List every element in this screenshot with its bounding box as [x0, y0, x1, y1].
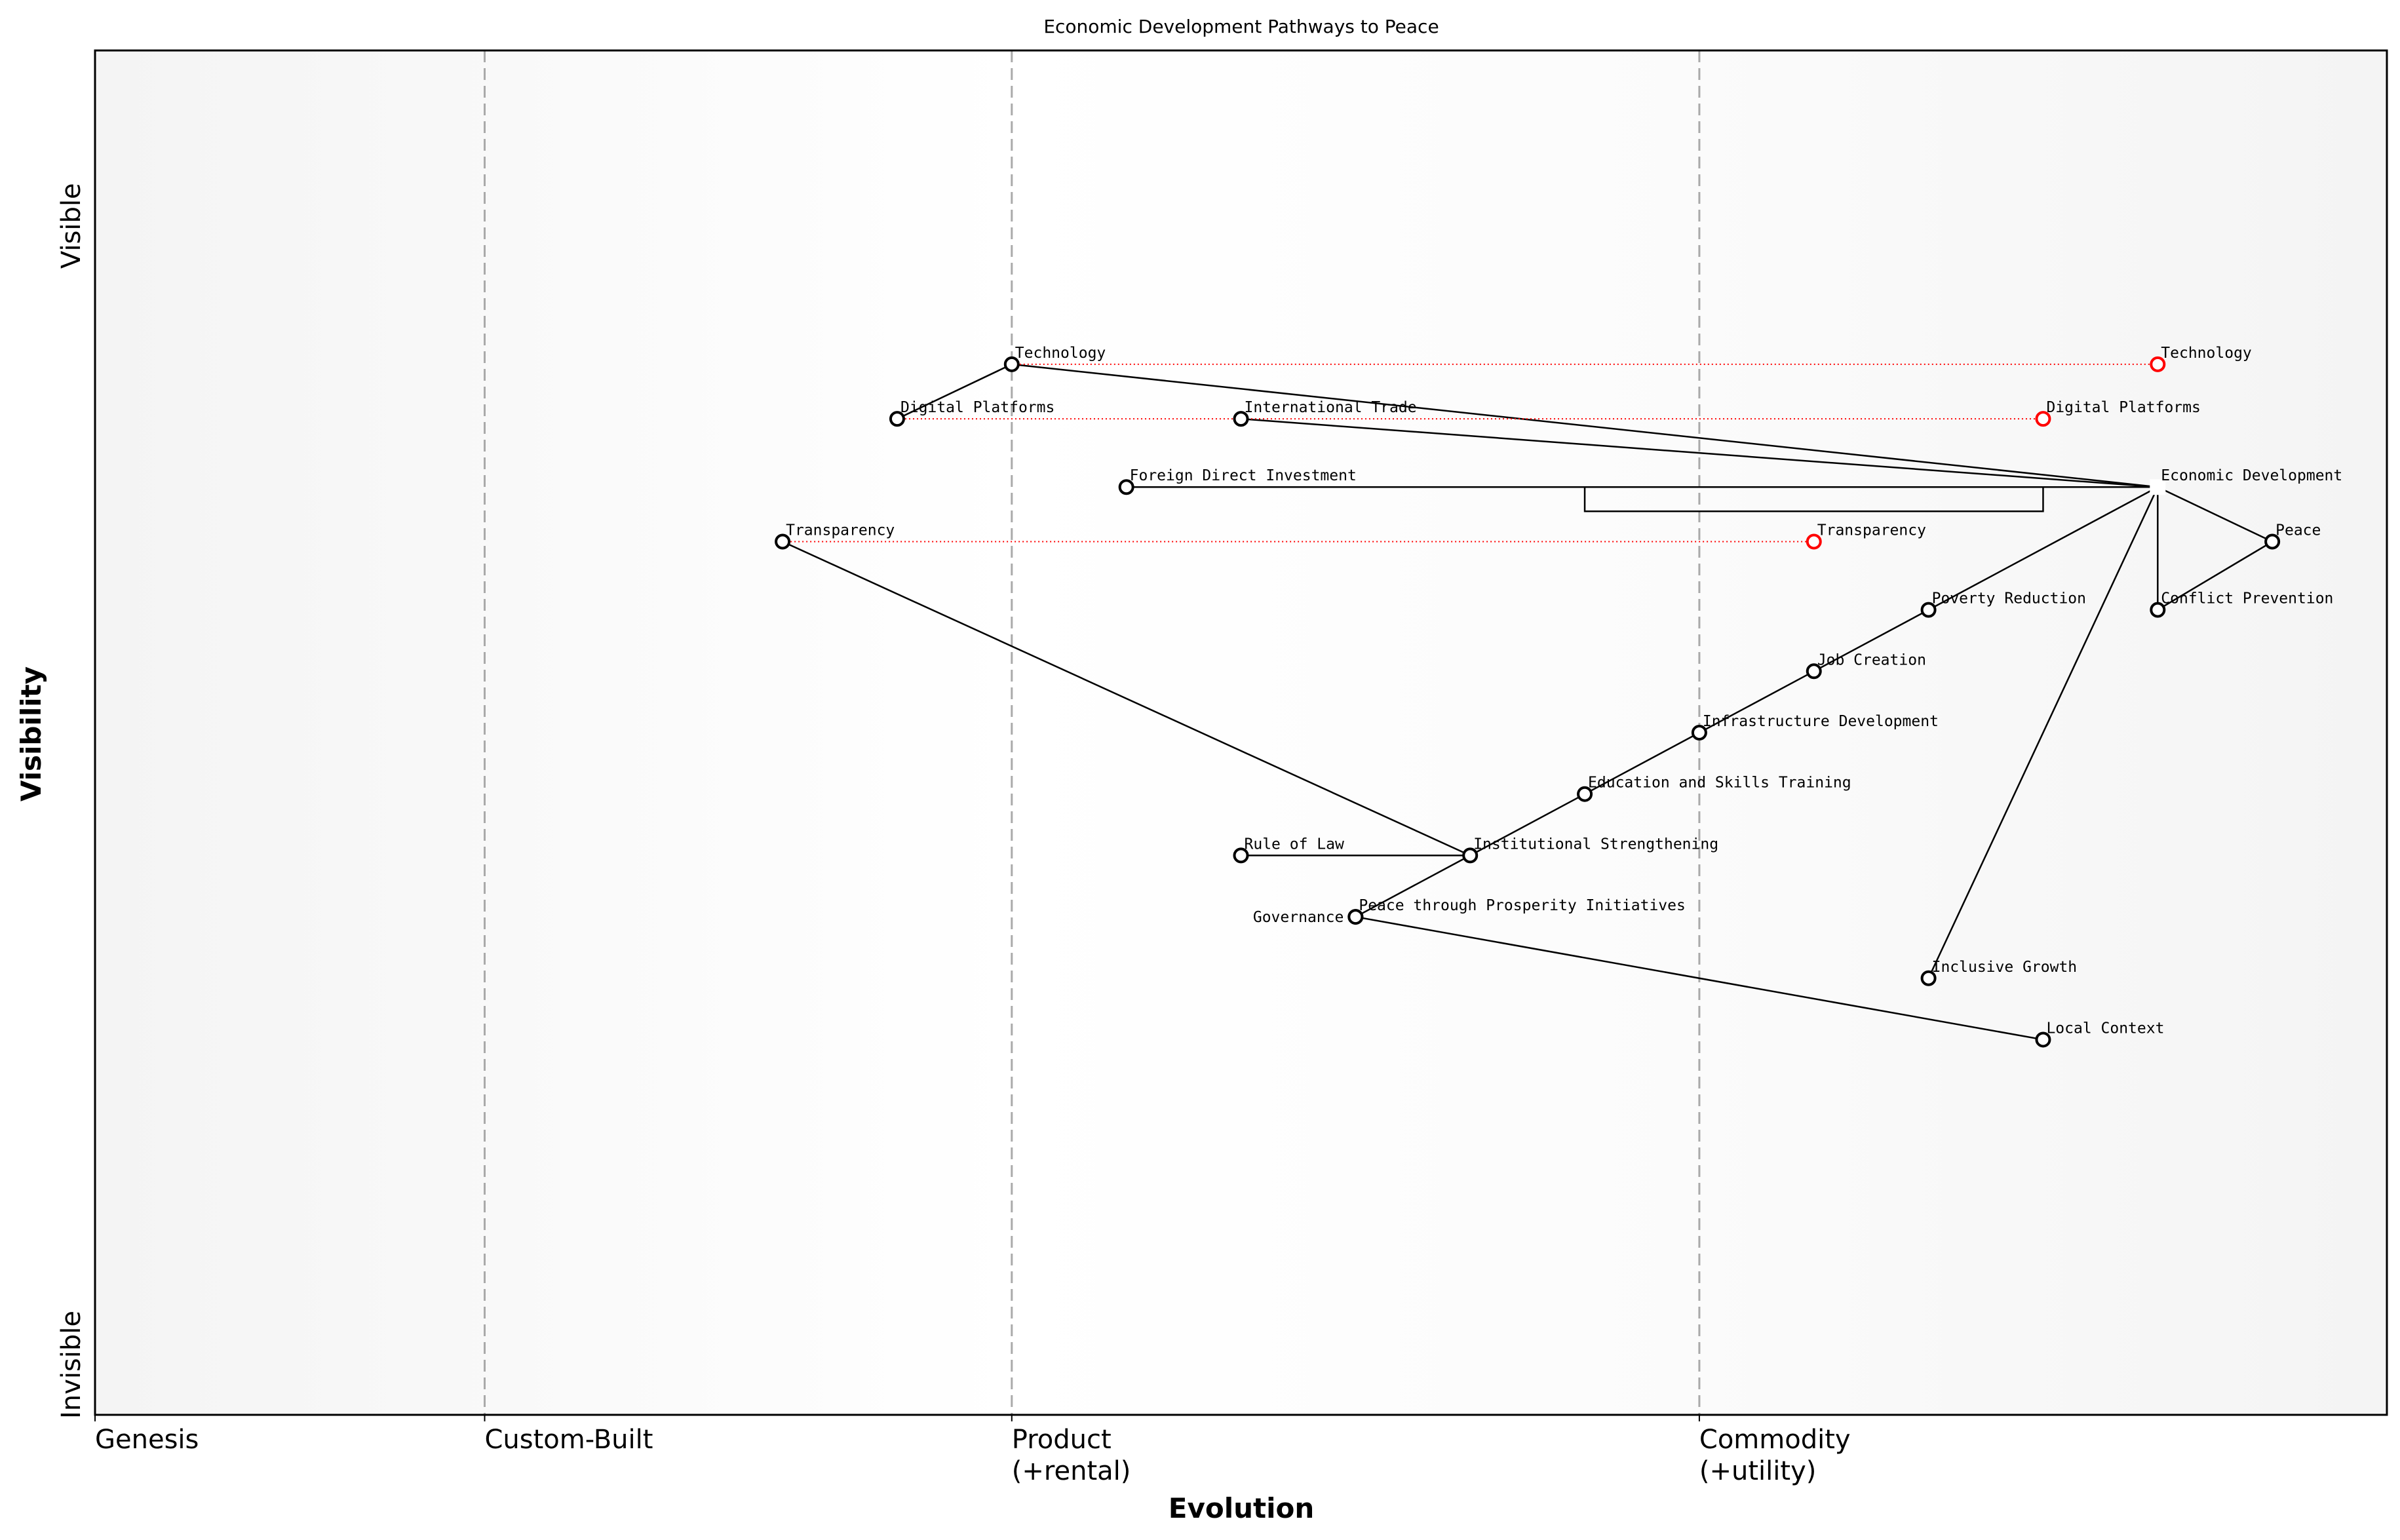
link-governance-local-context — [1355, 915, 2043, 1041]
evolved-label: Technology — [2161, 345, 2251, 362]
node-peace[interactable] — [2264, 533, 2281, 550]
node-institutional[interactable] — [1462, 847, 1479, 864]
link-poverty-reduction-job-creation — [1813, 609, 1929, 672]
node-economic-development[interactable] — [2150, 479, 2166, 495]
component-label: Institutional Strengthening — [1473, 836, 1718, 853]
link-conflict-prevention-peace — [2157, 541, 2273, 611]
y-axis-title: Visibility — [15, 666, 47, 801]
node-technology[interactable] — [1003, 356, 1020, 372]
component-label: Job Creation — [1817, 651, 1926, 668]
link-transparency-institutional — [782, 541, 1471, 857]
node-job-creation[interactable] — [1806, 663, 1822, 680]
stage-label: Product — [1012, 1425, 1112, 1455]
x-axis-title: Evolution — [1169, 1492, 1314, 1524]
node-local-context[interactable] — [2035, 1031, 2051, 1048]
evolved-label: Digital Platforms — [2046, 399, 2200, 416]
stage-sublabel: (+rental) — [1012, 1456, 1131, 1486]
node-infrastructure[interactable] — [1691, 725, 1707, 741]
link-infrastructure-education — [1584, 731, 1700, 795]
component-label: Governance — [1253, 909, 1344, 926]
component-label: Economic Development — [2161, 467, 2342, 484]
component-label: Education and Skills Training — [1588, 775, 1851, 792]
link-technology-digital-platforms — [897, 363, 1013, 420]
component-label: Poverty Reduction — [1932, 590, 2086, 607]
plot-frame — [94, 49, 2388, 1416]
node-digital-platforms[interactable] — [889, 411, 905, 427]
evolved-node-digital-platforms[interactable] — [2035, 411, 2051, 427]
stage-label: Custom-Built — [484, 1425, 653, 1455]
stage-sublabel: (+utility) — [1699, 1456, 1816, 1486]
component-label: Infrastructure Development — [1703, 713, 1939, 730]
component-label: Rule of Law — [1245, 836, 1344, 853]
y-axis-bottom-label: Invisible — [56, 1311, 87, 1419]
component-label: Peace through Prosperity Initiatives — [1359, 897, 1686, 914]
node-inclusive-growth[interactable] — [1920, 970, 1937, 986]
link-economic-development-inclusive-growth — [1927, 486, 2159, 979]
node-fdi[interactable] — [1118, 479, 1134, 495]
link-education-institutional — [1469, 793, 1585, 857]
plot-background — [95, 50, 2387, 1415]
component-label: Local Context — [2046, 1020, 2164, 1037]
node-education[interactable] — [1577, 786, 1593, 802]
y-axis-top-label: Visible — [56, 183, 87, 269]
component-label: Conflict Prevention — [2161, 590, 2333, 607]
stage-label: Genesis — [95, 1425, 199, 1455]
link-technology-economic-development — [1011, 363, 2158, 488]
node-poverty-reduction[interactable] — [1920, 602, 1937, 618]
component-label: International Trade — [1245, 399, 1417, 416]
node-peace-through-prosperity[interactable] — [1347, 909, 1364, 925]
component-label: Digital Platforms — [900, 399, 1055, 416]
component-label: Inclusive Growth — [1932, 959, 2078, 976]
component-label: Transparency — [786, 522, 895, 539]
node-international-trade[interactable] — [1233, 411, 1249, 427]
component-label: Technology — [1015, 345, 1106, 362]
node-conflict-prevention[interactable] — [2150, 602, 2166, 618]
node-rule-of-law[interactable] — [1233, 847, 1249, 864]
evolved-label: Transparency — [1817, 522, 1926, 539]
link-job-creation-infrastructure — [1699, 670, 1815, 734]
link-economic-development-peace — [2157, 486, 2273, 543]
map-title: Economic Development Pathways to Peace — [1043, 16, 1439, 37]
node-transparency[interactable] — [775, 533, 791, 550]
evolved-node-technology[interactable] — [2150, 356, 2166, 372]
stage-label: Commodity — [1699, 1425, 1851, 1455]
link-international-trade-economic-development — [1241, 417, 2158, 488]
component-label: Foreign Direct Investment — [1130, 467, 1357, 484]
evolved-node-transparency[interactable] — [1806, 533, 1822, 550]
link-institutional-governance — [1355, 855, 1471, 918]
component-label: Peace — [2275, 522, 2321, 539]
link-economic-development-poverty-reduction — [1928, 486, 2158, 611]
